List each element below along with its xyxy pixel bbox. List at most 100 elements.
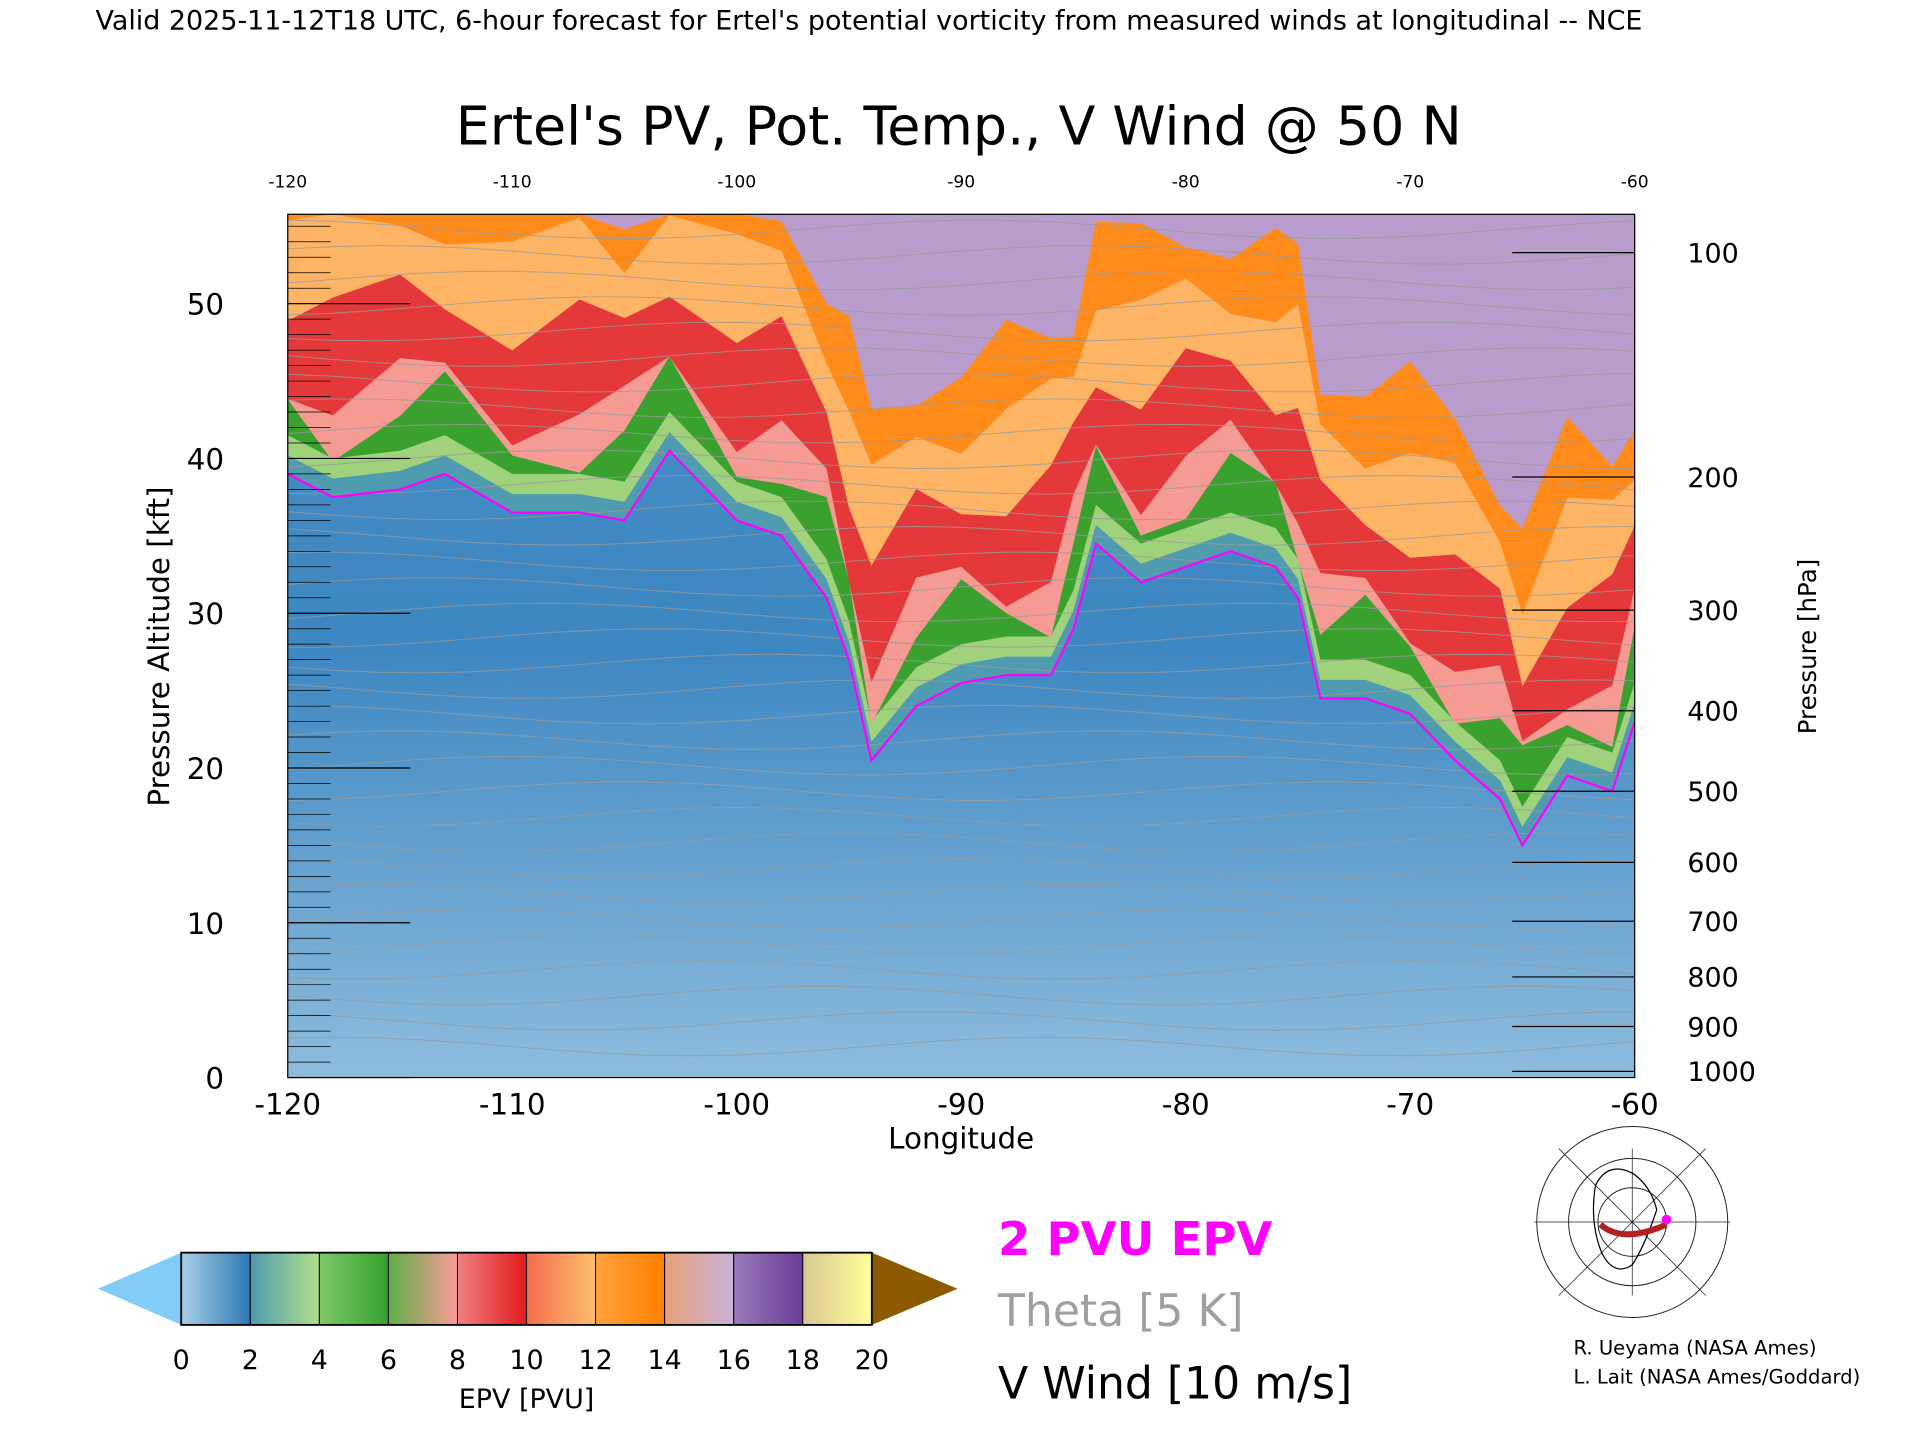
pressure-tick-label: 700 xyxy=(1687,907,1738,938)
pressure-tick-label: 100 xyxy=(1687,238,1738,269)
pressure-tick-label: 600 xyxy=(1687,848,1738,879)
pv-band-7 xyxy=(287,214,1635,529)
colorbar-tick-label: 12 xyxy=(578,1345,612,1376)
theta-contour xyxy=(287,551,1635,572)
credit-1: R. Ueyama (NASA Ames) xyxy=(1573,1336,1816,1359)
top-tick-label: -100 xyxy=(717,172,756,192)
colorbar-segment xyxy=(733,1252,804,1326)
theta-contour xyxy=(287,602,1635,623)
colorbar-under-arrow xyxy=(97,1252,182,1325)
theta-contour xyxy=(287,296,1635,316)
chart-title: Ertel's PV, Pot. Temp., V Wind @ 50 N xyxy=(456,94,1462,157)
x-tick-label: -70 xyxy=(1386,1087,1434,1121)
theta-contour xyxy=(287,372,1635,393)
x-axis-label: Longitude xyxy=(888,1122,1034,1156)
colorbar-tick-label: 0 xyxy=(173,1345,190,1376)
y-tick-label: 30 xyxy=(187,597,224,631)
theta-contour xyxy=(287,781,1635,801)
pressure-tick-label: 900 xyxy=(1687,1012,1738,1043)
pressure-tick-label: 200 xyxy=(1687,463,1738,494)
colorbar-segment xyxy=(249,1252,320,1326)
colorbar-segment xyxy=(318,1252,389,1326)
theta-contour xyxy=(287,449,1635,469)
top-tick-label: -70 xyxy=(1396,172,1424,192)
top-tick-label: -120 xyxy=(268,172,307,192)
theta-contour xyxy=(287,960,1635,980)
theta-contour xyxy=(287,832,1635,853)
theta-contour xyxy=(287,526,1635,546)
colorbar-segment xyxy=(387,1252,458,1326)
x-tick-label: -120 xyxy=(254,1087,321,1121)
theta-contour xyxy=(287,577,1635,597)
top-tick-label: -60 xyxy=(1621,172,1649,192)
cross-section-path xyxy=(1598,1221,1668,1238)
theta-contour xyxy=(287,985,1635,1006)
y-tick-label: 0 xyxy=(205,1062,224,1096)
top-tick-label: -80 xyxy=(1172,172,1200,192)
colorbar-segment xyxy=(802,1252,873,1326)
theta-contour xyxy=(287,1011,1635,1031)
colorbar-tick-label: 16 xyxy=(717,1345,751,1376)
theta-contour xyxy=(288,195,1635,214)
colorbar-label: EPV [PVU] xyxy=(459,1384,595,1415)
colorbar-over-arrow xyxy=(871,1252,958,1325)
plot-frame xyxy=(287,213,1636,1079)
x-tick-label: -60 xyxy=(1611,1087,1659,1121)
theta-contour xyxy=(287,321,1635,342)
colorbar-segment xyxy=(456,1252,528,1326)
theta-contour xyxy=(287,806,1635,827)
theta-contour xyxy=(287,934,1635,955)
theta-contour xyxy=(287,653,1635,674)
theta-contour xyxy=(287,398,1635,418)
legend-theta: Theta [5 K] xyxy=(997,1286,1244,1337)
y-axis-label-right: Pressure [hPa] xyxy=(1793,559,1822,735)
theta-contour xyxy=(287,219,1635,240)
theta-contour xyxy=(287,245,1635,265)
pressure-tick-label: 500 xyxy=(1687,777,1738,808)
theta-contour xyxy=(287,423,1635,444)
x-tick-label: -80 xyxy=(1162,1087,1210,1121)
x-tick-label: -100 xyxy=(703,1087,770,1121)
top-tick-label: -90 xyxy=(947,172,975,192)
theta-contour xyxy=(287,857,1635,878)
colorbar-tick-label: 8 xyxy=(449,1345,466,1376)
pressure-tick-label: 1000 xyxy=(1687,1057,1756,1088)
header-text: Valid 2025-11-12T18 UTC, 6-hour forecast… xyxy=(96,5,1643,36)
theta-contour xyxy=(287,755,1635,776)
colorbar-tick-label: 2 xyxy=(242,1345,259,1376)
colorbar-tick-label: 10 xyxy=(509,1345,543,1376)
locator-map xyxy=(1534,1126,1731,1319)
credit-2: L. Lait (NASA Ames/Goddard) xyxy=(1573,1366,1860,1389)
colorbar-tick-label: 20 xyxy=(855,1345,889,1376)
theta-contour xyxy=(287,474,1635,495)
colorbar-segment xyxy=(526,1252,597,1326)
theta-contour xyxy=(287,270,1635,291)
colorbar-tick-label: 14 xyxy=(648,1345,682,1376)
theta-contour xyxy=(287,1036,1635,1057)
colorbar-tick-label: 6 xyxy=(380,1345,397,1376)
pv2-tropopause-line xyxy=(287,448,1635,848)
legend-pv2: 2 PVU EPV xyxy=(998,1212,1272,1266)
pressure-tick-label: 400 xyxy=(1687,697,1738,728)
pressure-tick-label: 800 xyxy=(1687,963,1738,994)
theta-contour xyxy=(287,347,1635,367)
colorbar-segment xyxy=(664,1252,735,1326)
theta-contour xyxy=(287,500,1635,521)
y-tick-label: 20 xyxy=(187,752,224,786)
pv-band-6 xyxy=(287,214,1635,615)
theta-contour xyxy=(287,883,1635,904)
colorbar-segment xyxy=(180,1252,251,1326)
axes: -120 -120 -110 -110 -100 -100 -90 -90 -80 -80 -70 -… xyxy=(187,172,1756,1121)
theta-contour xyxy=(287,909,1635,929)
pressure-tick-label: 300 xyxy=(1687,596,1738,627)
y-tick-label: 40 xyxy=(187,442,224,476)
colorbar-tick-label: 4 xyxy=(311,1345,328,1376)
top-tick-label: -110 xyxy=(493,172,532,192)
colorbar: 0 2 4 6 8 10 12 14 16 18 20 xyxy=(97,1251,958,1376)
plot-area xyxy=(287,195,1635,1078)
theta-contour xyxy=(287,704,1635,725)
theta-contour xyxy=(287,730,1635,750)
theta-contour xyxy=(287,628,1635,648)
colorbar-tick-label: 18 xyxy=(786,1345,820,1376)
